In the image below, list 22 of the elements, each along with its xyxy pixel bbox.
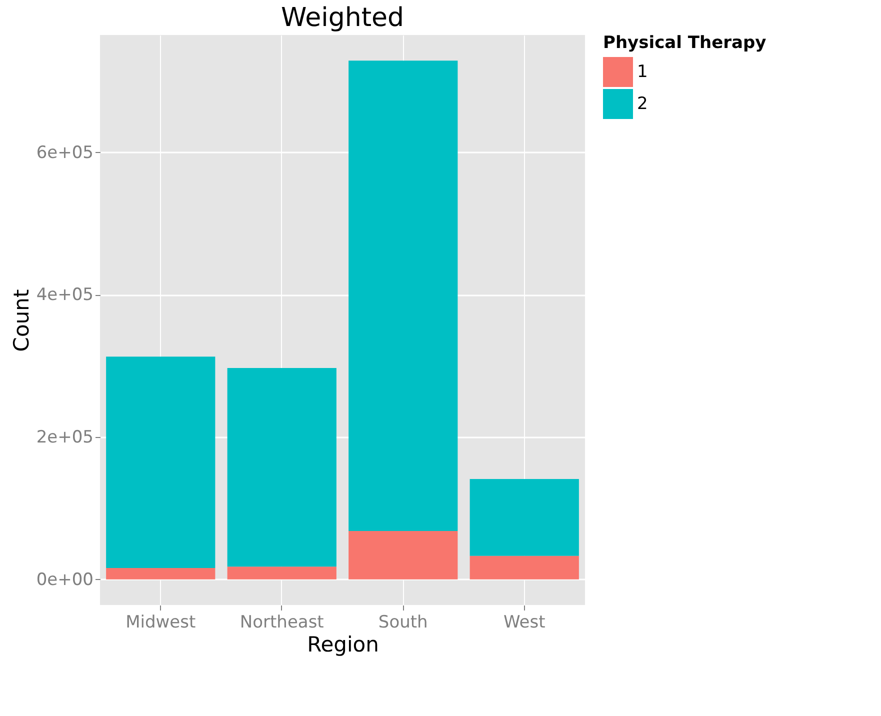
bar: [470, 479, 579, 556]
bar: [227, 566, 336, 580]
legend-label: 2: [637, 94, 648, 114]
legend-title: Physical Therapy: [603, 33, 766, 53]
bar: [106, 568, 216, 580]
y-tick-label: 4e+05: [36, 285, 94, 306]
bar: [348, 530, 458, 580]
x-tick-label: South: [378, 612, 428, 632]
bar: [470, 556, 579, 580]
x-tick-label: Northeast: [240, 612, 324, 632]
bar: [348, 60, 458, 531]
x-tick-label: West: [503, 612, 546, 632]
y-tick-label: 0e+00: [36, 570, 94, 590]
chart-title: Weighted: [280, 3, 404, 33]
bar: [106, 356, 216, 568]
x-axis-title: Region: [307, 632, 379, 656]
y-tick-label: 6e+05: [36, 142, 94, 163]
legend-label: 1: [637, 62, 648, 82]
x-tick-label: Midwest: [126, 612, 196, 632]
y-axis-title: Count: [9, 289, 34, 352]
y-tick-label: 2e+05: [36, 428, 94, 448]
bar: [227, 368, 336, 567]
